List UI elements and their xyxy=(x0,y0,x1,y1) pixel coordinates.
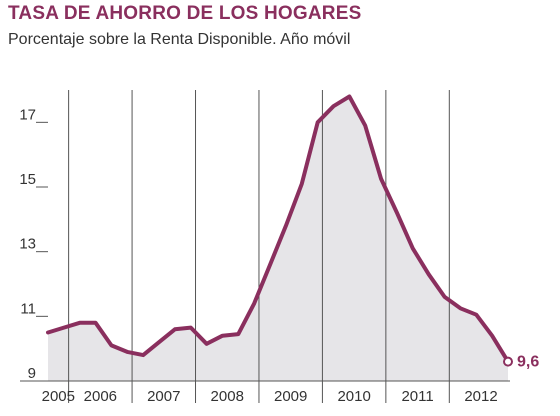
end-marker xyxy=(503,356,513,367)
x-tick-label: 2010 xyxy=(337,388,370,405)
x-tick-label: 2009 xyxy=(274,388,307,405)
end-value-label: 9,6 xyxy=(517,354,539,371)
series-line xyxy=(46,94,510,364)
x-tick-label: 2008 xyxy=(211,388,244,405)
y-tick-label: 13 xyxy=(19,236,36,253)
y-tick-label: 15 xyxy=(19,171,36,188)
y-tick-label: 11 xyxy=(20,300,36,317)
y-tick-label: 17 xyxy=(19,106,36,123)
chart-title: TASA DE AHORRO DE LOS HOGARES xyxy=(8,3,362,24)
x-tick-label: 2005 xyxy=(42,388,75,405)
x-tick-label: 2011 xyxy=(401,388,433,405)
x-tick-label: 2012 xyxy=(464,388,497,405)
x-tick-label: 2006 xyxy=(84,388,117,405)
y-tick-label: 9 xyxy=(28,365,36,382)
x-tick-label: 2007 xyxy=(147,388,180,405)
area-fill xyxy=(48,96,508,381)
chart-subtitle: Porcentaje sobre la Renta Disponible. Añ… xyxy=(8,31,351,48)
